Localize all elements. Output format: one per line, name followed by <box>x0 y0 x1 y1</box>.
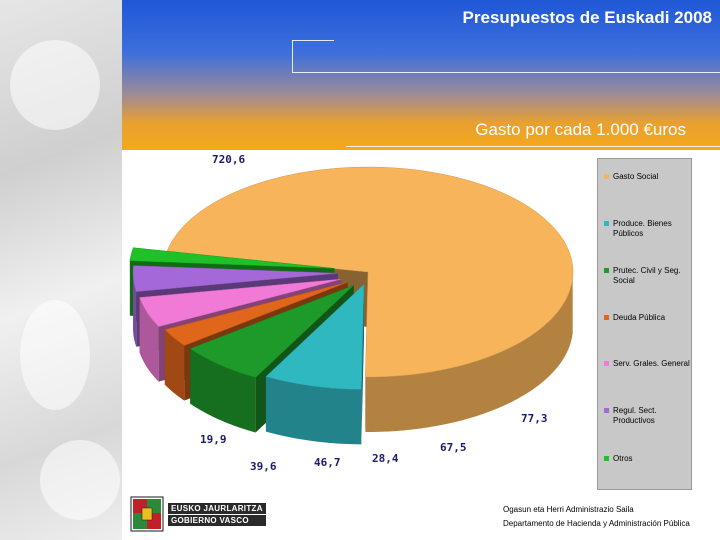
pie-slice-top <box>164 281 348 346</box>
footer-department-spanish: Departamento de Hacienda y Administració… <box>503 519 690 528</box>
pie-slice-top <box>189 285 354 378</box>
pie-slice-outer-wall <box>190 348 256 433</box>
data-label-gasto-social: 720,6 <box>212 153 246 166</box>
legend-swatch <box>604 174 609 179</box>
legend-swatch <box>604 361 609 366</box>
page-title: Presupuestos de Euskadi 2008 <box>462 8 712 27</box>
logo-line-2: GOBIERNO VASCO <box>168 515 266 526</box>
pie-slice-top <box>265 283 365 390</box>
gobierno-vasco-logo <box>130 496 164 537</box>
left-decorative-background <box>0 0 122 540</box>
legend-swatch <box>604 268 609 273</box>
legend-swatch <box>604 221 609 226</box>
chart-legend: Gasto Social Produce. Bienes Públicos Pr… <box>597 158 692 490</box>
pie-slice-bienes-publicos <box>265 283 365 445</box>
header-banner: Presupuestos de Euskadi 2008 Gasto por c… <box>122 0 720 150</box>
data-label-deuda-publica: 28,4 <box>372 452 399 465</box>
data-label-bienes-publicos: 77,3 <box>521 412 548 425</box>
pie-slice-top <box>132 265 339 292</box>
pie-slice-outer-wall <box>164 329 185 401</box>
data-label-prutec-civil: 67,5 <box>440 441 467 454</box>
legend-swatch <box>604 408 609 413</box>
pie-slice-top <box>129 247 335 269</box>
pie-slice-outer-wall <box>265 376 362 445</box>
logo-line-1: EUSKO JAURLARITZA <box>168 503 266 514</box>
coat-of-arms-icon <box>130 496 164 532</box>
pie-slice-top <box>139 278 342 327</box>
legend-swatch <box>604 315 609 320</box>
pie-slice-outer-wall <box>365 277 573 432</box>
data-label-otros: 19,9 <box>200 433 227 446</box>
data-label-regul-sect: 39,6 <box>250 460 277 473</box>
data-label-serv-generales: 46,7 <box>314 456 341 469</box>
pie-slice-top <box>166 166 574 378</box>
pie-slice-outer-wall <box>133 273 137 347</box>
chart-subtitle: Gasto por cada 1.000 €uros <box>475 120 686 139</box>
pie-slice-outer-wall <box>139 297 159 382</box>
footer-department-basque: Ogasun eta Herri Administrazio Saila <box>503 505 634 514</box>
legend-swatch <box>604 456 609 461</box>
